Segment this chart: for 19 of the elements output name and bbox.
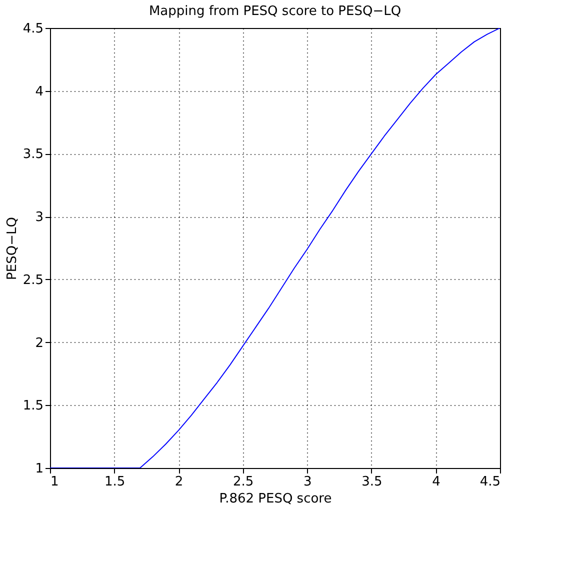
x-tick-label: 4 xyxy=(432,474,440,490)
x-tick-label: 2.5 xyxy=(233,474,254,490)
y-tick-label: 3.5 xyxy=(22,147,44,162)
x-axis-title: P.862 PESQ score xyxy=(219,492,332,506)
y-axis-title: PESQ−LQ xyxy=(4,217,20,280)
x-tick-label: 1.5 xyxy=(104,474,126,490)
y-tick-label: 1.5 xyxy=(22,398,44,414)
y-tick-label: 2.5 xyxy=(22,272,44,288)
x-tick-label: 4.5 xyxy=(480,474,500,490)
x-tick-label: 3 xyxy=(304,474,312,490)
y-tick-label: 4 xyxy=(35,84,44,100)
y-tick-label: 1 xyxy=(35,462,44,476)
y-tick-label: 4.5 xyxy=(22,22,44,36)
chart-title: Mapping from PESQ score to PESQ−LQ xyxy=(148,4,402,19)
x-tick-label: 1 xyxy=(50,474,59,490)
x-tick-label: 3.5 xyxy=(362,474,382,490)
y-tick-label: 3 xyxy=(35,210,44,226)
y-tick-label: 2 xyxy=(35,336,44,351)
x-tick-label: 2 xyxy=(174,474,184,490)
